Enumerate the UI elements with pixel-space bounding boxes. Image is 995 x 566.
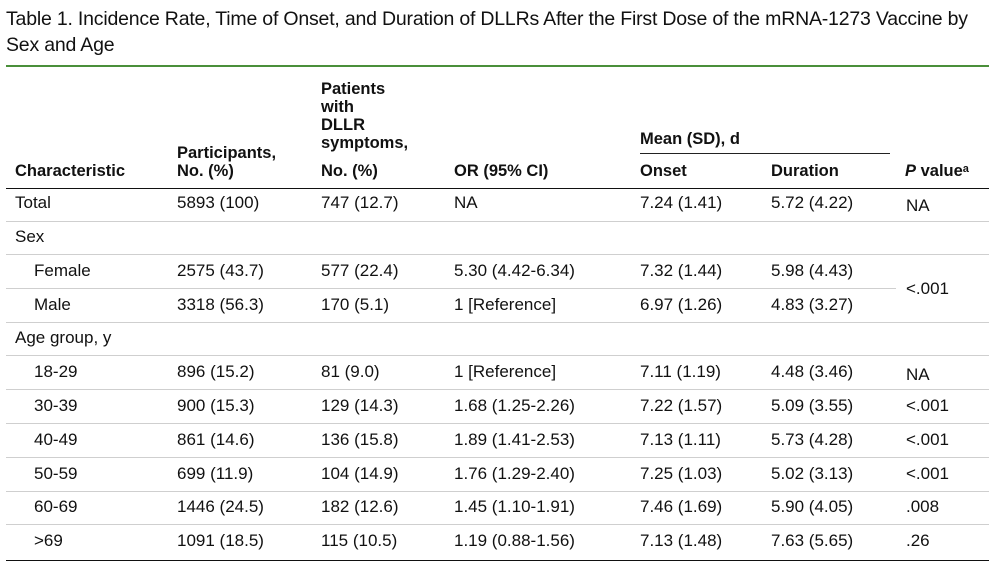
onset-cell: 7.22 (1.57) — [640, 396, 723, 415]
participants-cell: 2575 (43.7) — [177, 261, 264, 280]
onset-cell: 7.25 (1.03) — [640, 464, 723, 483]
header-duration: Duration — [771, 162, 839, 180]
onset-cell: 7.13 (1.11) — [640, 430, 721, 449]
participants-cell: 5893 (100) — [177, 193, 260, 212]
row-divider — [6, 389, 989, 390]
pvalue-cell: <.001 — [906, 396, 950, 415]
or-cell: 1 [Reference] — [454, 362, 557, 381]
pvalue-footnote: a — [962, 163, 969, 175]
or-cell: 5.30 (4.42-6.34) — [454, 261, 575, 280]
header-patients-line4: symptoms, — [321, 134, 409, 152]
table-bottom-rule — [6, 560, 989, 561]
patients-cell: 81 (9.0) — [321, 362, 380, 381]
participants-cell: 861 (14.6) — [177, 430, 255, 449]
header-rule — [6, 188, 989, 189]
duration-cell: 5.72 (4.22) — [771, 193, 854, 212]
header-patients-line1: Patients — [321, 80, 386, 98]
header-patients-line5: No. (%) — [321, 162, 378, 180]
participants-cell: 3318 (56.3) — [177, 295, 264, 314]
header-onset: Onset — [640, 162, 687, 180]
header-or: OR (95% CI) — [454, 162, 549, 180]
onset-cell: 7.13 (1.48) — [640, 531, 723, 550]
row-divider — [6, 457, 989, 458]
duration-cell: 7.63 (5.65) — [771, 531, 854, 550]
onset-cell: 7.24 (1.41) — [640, 193, 723, 212]
header-characteristic: Characteristic — [15, 162, 126, 180]
section-label: Sex — [15, 227, 45, 246]
row-divider — [6, 322, 989, 323]
or-cell: 1.89 (1.41-2.53) — [454, 430, 575, 449]
row-label: Male — [34, 295, 71, 314]
row-label: Total — [15, 193, 51, 212]
pvalue-italic: P — [905, 162, 917, 180]
onset-cell: 6.97 (1.26) — [640, 295, 723, 314]
onset-cell: 7.46 (1.69) — [640, 497, 723, 516]
header-mean-group: Mean (SD), d — [640, 130, 740, 148]
row-label: 30-39 — [34, 396, 78, 415]
header-patients-line2: with — [321, 98, 354, 116]
row-label: >69 — [34, 531, 63, 550]
table-title: Table 1. Incidence Rate, Time of Onset, … — [6, 8, 968, 56]
participants-cell: 1091 (18.5) — [177, 531, 264, 550]
row-divider — [6, 491, 989, 492]
patients-cell: 129 (14.3) — [321, 396, 399, 415]
row-divider — [6, 355, 989, 356]
patients-cell: 104 (14.9) — [321, 464, 399, 483]
participants-cell: 1446 (24.5) — [177, 497, 264, 516]
patients-cell: 577 (22.4) — [321, 261, 399, 280]
or-cell: 1 [Reference] — [454, 295, 557, 314]
pvalue-cell: NA — [906, 365, 930, 384]
onset-cell: 7.32 (1.44) — [640, 261, 723, 280]
patients-cell: 182 (12.6) — [321, 497, 399, 516]
row-label: 50-59 — [34, 464, 78, 483]
patients-cell: 170 (5.1) — [321, 295, 390, 314]
duration-cell: 5.02 (3.13) — [771, 464, 854, 483]
header-patients-line3: DLLR — [321, 116, 365, 134]
duration-cell: 5.09 (3.55) — [771, 396, 854, 415]
mean-group-underline — [640, 153, 890, 154]
header-participants-line2: No. (%) — [177, 162, 234, 180]
pvalue-cell: NA — [906, 196, 930, 215]
row-label: 40-49 — [34, 430, 78, 449]
pvalue-cell: .008 — [906, 497, 940, 516]
sex-pvalue-cell: <.001 — [906, 279, 950, 298]
patients-cell: 747 (12.7) — [321, 193, 399, 212]
row-divider — [6, 423, 989, 424]
participants-cell: 699 (11.9) — [177, 464, 254, 483]
participants-cell: 900 (15.3) — [177, 396, 255, 415]
patients-cell: 115 (10.5) — [321, 531, 398, 550]
title-rule — [6, 65, 989, 67]
onset-cell: 7.11 (1.19) — [640, 362, 721, 381]
patients-cell: 136 (15.8) — [321, 430, 399, 449]
row-divider — [6, 254, 989, 255]
participants-cell: 896 (15.2) — [177, 362, 255, 381]
row-divider — [6, 221, 989, 222]
row-divider — [6, 524, 989, 525]
duration-cell: 5.73 (4.28) — [771, 430, 854, 449]
or-cell: NA — [454, 193, 478, 212]
header-participants-line1: Participants, — [177, 144, 277, 162]
or-cell: 1.76 (1.29-2.40) — [454, 464, 575, 483]
header-pvalue: P valuea — [905, 162, 969, 180]
or-cell: 1.68 (1.25-2.26) — [454, 396, 575, 415]
row-label: 60-69 — [34, 497, 78, 516]
row-divider — [6, 288, 896, 289]
pvalue-cell: .26 — [906, 531, 930, 550]
duration-cell: 4.48 (3.46) — [771, 362, 854, 381]
duration-cell: 5.98 (4.43) — [771, 261, 854, 280]
section-label: Age group, y — [15, 328, 112, 347]
pvalue-cell: <.001 — [906, 464, 950, 483]
or-cell: 1.19 (0.88-1.56) — [454, 531, 575, 550]
pvalue-label: value — [916, 162, 963, 180]
row-label: 18-29 — [34, 362, 78, 381]
pvalue-cell: <.001 — [906, 430, 950, 449]
duration-cell: 4.83 (3.27) — [771, 295, 854, 314]
or-cell: 1.45 (1.10-1.91) — [454, 497, 575, 516]
row-label: Female — [34, 261, 91, 280]
duration-cell: 5.90 (4.05) — [771, 497, 854, 516]
